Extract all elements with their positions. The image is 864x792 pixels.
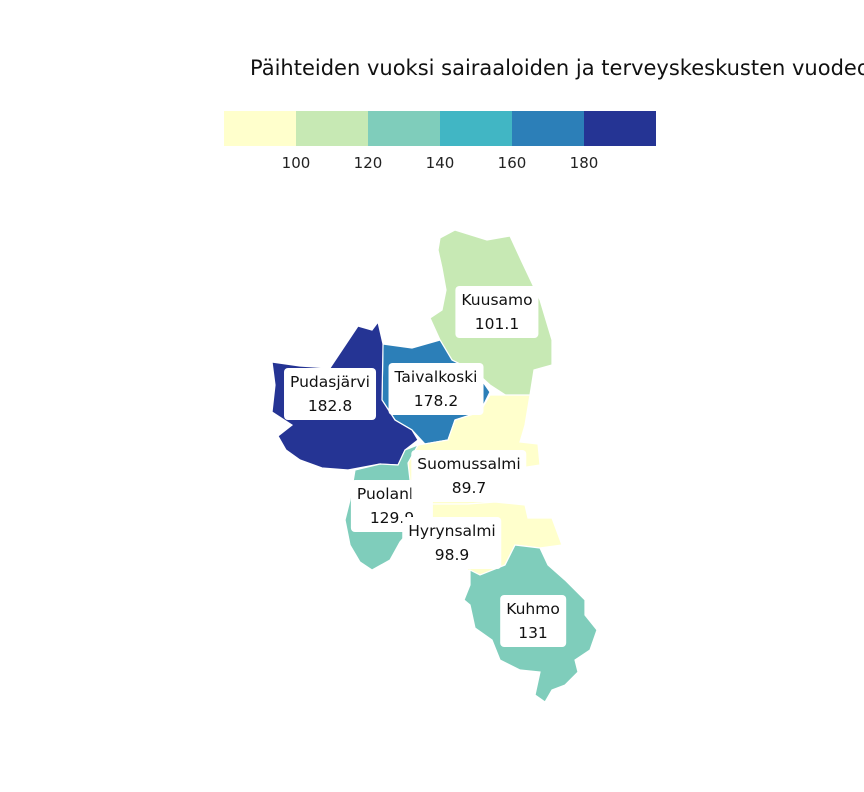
legend-swatch-4 [440, 111, 512, 146]
region-name: Kuusamo [461, 291, 533, 309]
color-legend [224, 111, 656, 146]
label-hyrynsalmi: Hyrynsalmi 98.9 [402, 517, 502, 569]
region-value: 101.1 [474, 315, 520, 333]
region-value: 178.2 [413, 392, 459, 410]
region-value: 98.9 [434, 546, 470, 564]
legend-tick: 180 [569, 154, 599, 172]
map-title: Päihteiden vuoksi sairaaloiden ja tervey… [250, 56, 864, 80]
region-value: 182.8 [307, 397, 353, 415]
region-name: Kuhmo [506, 600, 560, 618]
legend-tick: 140 [425, 154, 455, 172]
region-name: Taivalkoski [394, 368, 478, 386]
region-value: 131 [518, 624, 548, 642]
legend-swatch-5 [512, 111, 584, 146]
legend-tick: 100 [281, 154, 311, 172]
region-name: Pudasjärvi [290, 373, 370, 391]
label-pudasjarvi: Pudasjärvi 182.8 [284, 368, 376, 420]
legend-swatch-6 [584, 111, 656, 146]
label-kuusamo: Kuusamo 101.1 [455, 286, 539, 338]
region-name: Puolanka [356, 485, 428, 503]
legend-swatch-3 [368, 111, 440, 146]
label-suomussalmi: Suomussalmi 89.7 [411, 450, 527, 502]
region-name: Hyrynsalmi [408, 522, 496, 540]
label-kuhmo: Kuhmo 131 [500, 595, 566, 647]
legend-tick: 160 [497, 154, 527, 172]
label-taivalkoski: Taivalkoski 178.2 [388, 363, 484, 415]
legend-swatch-2 [296, 111, 368, 146]
legend-tick: 120 [353, 154, 383, 172]
region-name: Suomussalmi [417, 455, 521, 473]
region-value: 89.7 [451, 479, 487, 497]
legend-swatch-1 [224, 111, 296, 146]
